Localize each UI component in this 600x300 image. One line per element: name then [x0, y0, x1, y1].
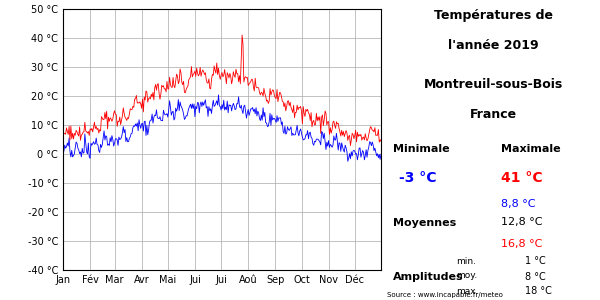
Text: l'année 2019: l'année 2019: [448, 39, 539, 52]
Text: Températures de: Températures de: [434, 9, 553, 22]
Text: Minimale: Minimale: [393, 144, 449, 154]
Text: 8,8 °C: 8,8 °C: [501, 200, 536, 209]
Text: min.: min.: [456, 256, 476, 266]
Text: Maximale: Maximale: [501, 144, 560, 154]
Text: moy.: moy.: [456, 272, 477, 280]
Text: Moyennes: Moyennes: [393, 218, 456, 227]
Text: 8 °C: 8 °C: [525, 272, 546, 281]
Text: France: France: [470, 108, 517, 121]
Text: 41 °C: 41 °C: [501, 171, 542, 185]
Text: max.: max.: [456, 286, 479, 296]
Text: 16,8 °C: 16,8 °C: [501, 238, 542, 248]
Text: Source : www.incapable.fr/meteo: Source : www.incapable.fr/meteo: [387, 292, 503, 298]
Text: Montreuil-sous-Bois: Montreuil-sous-Bois: [424, 78, 563, 91]
Text: 18 °C: 18 °C: [525, 286, 552, 296]
Text: Amplitudes: Amplitudes: [393, 272, 464, 281]
Text: 12,8 °C: 12,8 °C: [501, 218, 542, 227]
Text: 1 °C: 1 °C: [525, 256, 546, 266]
Text: -3 °C: -3 °C: [399, 171, 437, 185]
